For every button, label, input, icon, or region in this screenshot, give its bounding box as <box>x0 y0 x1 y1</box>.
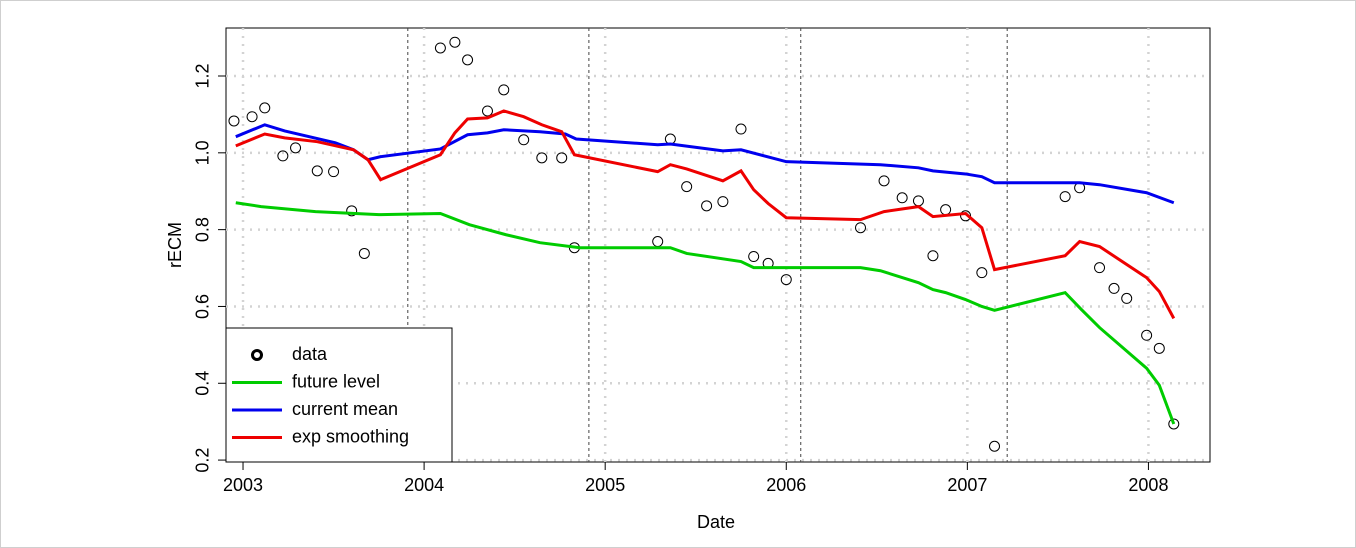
data-point <box>328 166 340 178</box>
data-point <box>940 204 952 216</box>
data-point <box>481 105 493 117</box>
data-point <box>896 192 908 204</box>
x-tick-label: 2007 <box>947 475 987 495</box>
data-point <box>748 251 760 263</box>
legend-label: exp smoothing <box>292 426 409 446</box>
data-point <box>780 274 792 286</box>
data-point <box>1153 342 1165 354</box>
data-point <box>358 247 370 259</box>
data-point <box>290 142 302 154</box>
data-point <box>449 36 461 48</box>
y-tick-label: 0.2 <box>193 448 213 473</box>
data-point <box>735 123 747 135</box>
data-point <box>346 205 358 217</box>
data-point <box>681 181 693 193</box>
data-point <box>518 134 530 146</box>
x-tick-label: 2008 <box>1128 475 1168 495</box>
data-point <box>976 267 988 279</box>
series-line <box>235 109 1176 320</box>
data-point <box>1059 191 1071 203</box>
data-point <box>878 175 890 187</box>
data-point <box>717 196 729 208</box>
legend-label: current mean <box>292 399 398 419</box>
data-point <box>277 150 289 162</box>
y-tick-label: 0.4 <box>193 371 213 396</box>
y-tick-label: 1.2 <box>193 63 213 88</box>
data-point <box>1121 292 1133 304</box>
data-point <box>1108 282 1120 294</box>
data-point <box>855 222 867 234</box>
legend-box <box>225 327 453 463</box>
data-point <box>1168 418 1180 430</box>
x-axis-title: Date <box>697 512 735 532</box>
data-point <box>462 54 474 66</box>
data-point <box>536 152 548 164</box>
x-tick-label: 2004 <box>404 475 444 495</box>
data-point <box>434 42 446 54</box>
y-axis-title: rECM <box>165 222 185 268</box>
data-point <box>556 152 568 164</box>
legend-label: data <box>292 344 328 364</box>
data-point <box>989 440 1001 452</box>
data-point <box>311 165 323 177</box>
data-point <box>960 210 972 222</box>
legend-marker <box>251 349 263 361</box>
data-point <box>912 195 924 207</box>
y-tick-label: 0.8 <box>193 217 213 242</box>
x-tick-label: 2006 <box>766 475 806 495</box>
x-tick-label: 2003 <box>223 475 263 495</box>
data-point <box>259 102 271 114</box>
series-line <box>235 123 1175 205</box>
legend-label: future level <box>292 371 380 391</box>
y-tick-label: 1.0 <box>193 140 213 165</box>
data-point <box>701 200 713 212</box>
data-point <box>927 250 939 262</box>
data-point <box>228 115 240 127</box>
data-point <box>498 84 510 96</box>
x-tick-label: 2005 <box>585 475 625 495</box>
data-point <box>652 236 664 248</box>
data-point <box>1141 329 1153 341</box>
data-point <box>246 111 258 123</box>
y-tick-label: 0.6 <box>193 294 213 319</box>
series-line <box>235 201 1176 425</box>
data-point <box>1094 262 1106 274</box>
